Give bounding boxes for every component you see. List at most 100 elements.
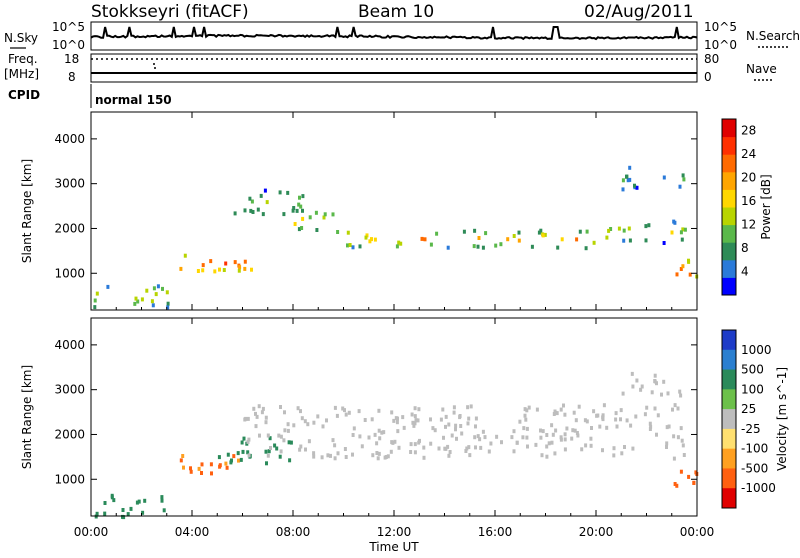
power-cell bbox=[250, 199, 254, 204]
power-cell bbox=[373, 237, 377, 242]
nsky-label: N.Sky bbox=[4, 31, 38, 45]
velocity-cell bbox=[390, 440, 394, 445]
velocity-cell bbox=[675, 483, 679, 488]
velocity-cell bbox=[601, 448, 604, 453]
power-cell bbox=[179, 266, 183, 271]
power-cell bbox=[298, 195, 301, 200]
power-cell bbox=[243, 266, 247, 271]
velocity-cell bbox=[344, 412, 348, 417]
power-cell bbox=[222, 268, 226, 272]
velocity-cell bbox=[288, 458, 292, 463]
power-cell bbox=[662, 175, 666, 180]
velocity-cell bbox=[589, 443, 593, 448]
velocity-cell bbox=[341, 406, 345, 411]
velocity-cell bbox=[110, 493, 114, 498]
velocity-cell bbox=[468, 453, 472, 458]
y-tick-label: 1000 bbox=[54, 266, 85, 280]
nsky-trace bbox=[90, 26, 698, 41]
velocity-cell bbox=[648, 421, 652, 426]
velocity-cell bbox=[237, 458, 240, 463]
power-cell bbox=[201, 263, 205, 268]
velocity-cell bbox=[286, 422, 290, 427]
velocity-cell bbox=[575, 431, 579, 435]
velocity-panel-frame bbox=[90, 317, 698, 517]
beam-title: Beam 10 bbox=[358, 2, 434, 22]
power-colorbar-swatch bbox=[722, 224, 736, 243]
velocity-cell bbox=[614, 411, 618, 416]
velocity-cell bbox=[551, 432, 555, 437]
velocity-cell bbox=[512, 429, 516, 434]
power-colorbar-swatch bbox=[722, 189, 736, 208]
power-cell bbox=[605, 235, 609, 240]
freq-tick-top: 18 bbox=[64, 52, 79, 66]
velocity-cell bbox=[474, 424, 477, 429]
velocity-cell bbox=[518, 419, 522, 424]
velocity-cell bbox=[655, 381, 658, 386]
velocity-cell bbox=[269, 446, 272, 450]
velocity-cell bbox=[666, 391, 670, 396]
velocity-cell bbox=[527, 405, 531, 410]
velocity-cell bbox=[373, 432, 377, 437]
velocity-cell bbox=[307, 439, 311, 444]
velocity-cell bbox=[240, 440, 244, 445]
velocity-cell bbox=[333, 456, 337, 461]
power-cell bbox=[224, 261, 228, 266]
power-cell bbox=[647, 223, 651, 228]
velocity-cell bbox=[242, 436, 246, 441]
power-cell bbox=[238, 265, 242, 270]
power-cell bbox=[166, 305, 170, 310]
velocity-cell bbox=[200, 462, 204, 467]
power-cell bbox=[678, 184, 682, 189]
velocity-cell bbox=[559, 437, 563, 442]
velocity-cell bbox=[474, 416, 478, 421]
power-cell bbox=[575, 237, 579, 242]
velocity-cell bbox=[300, 416, 304, 421]
velocity-cell bbox=[576, 433, 580, 438]
power-cell bbox=[299, 204, 303, 209]
power-cell bbox=[365, 233, 369, 238]
velocity-cell bbox=[371, 453, 375, 458]
velocity-cell bbox=[554, 428, 558, 433]
velocity-cell bbox=[303, 419, 307, 424]
velocity-cell bbox=[189, 466, 192, 471]
power-cell bbox=[628, 165, 632, 170]
velocity-colorbar-tick: 25 bbox=[741, 402, 756, 416]
velocity-cell bbox=[393, 439, 397, 444]
power-colorbar-swatch bbox=[722, 119, 736, 138]
power-cell bbox=[156, 284, 160, 289]
power-cell bbox=[251, 210, 255, 214]
velocity-cell bbox=[433, 428, 437, 433]
velocity-cell bbox=[444, 424, 447, 429]
velocity-cell bbox=[450, 433, 454, 438]
power-colorbar-swatch bbox=[722, 154, 736, 173]
power-cell bbox=[322, 215, 326, 220]
velocity-cell bbox=[333, 405, 337, 410]
power-cell bbox=[261, 212, 265, 217]
velocity-cell bbox=[559, 407, 563, 412]
velocity-cell bbox=[210, 471, 213, 476]
velocity-cell bbox=[665, 441, 669, 446]
velocity-cell bbox=[143, 498, 147, 503]
velocity-cell bbox=[676, 406, 680, 411]
nsearch-tick-bottom: 10^0 bbox=[704, 38, 737, 52]
velocity-cell bbox=[217, 455, 221, 460]
velocity-cell bbox=[343, 447, 347, 451]
power-cell bbox=[633, 183, 636, 188]
velocity-cell bbox=[360, 444, 364, 449]
velocity-cell bbox=[377, 408, 381, 413]
velocity-cell bbox=[553, 409, 557, 414]
power-cell bbox=[297, 227, 301, 232]
velocity-cell bbox=[535, 407, 539, 412]
velocity-cell bbox=[336, 451, 340, 456]
velocity-cell bbox=[410, 412, 414, 417]
velocity-colorbar-swatch bbox=[722, 428, 736, 450]
velocity-cell bbox=[279, 434, 283, 439]
velocity-cell bbox=[160, 495, 164, 500]
velocity-cell bbox=[452, 410, 456, 415]
velocity-cell bbox=[413, 421, 417, 426]
velocity-colorbar-tick: -1000 bbox=[741, 481, 776, 495]
velocity-cell bbox=[454, 423, 458, 428]
power-cell bbox=[259, 193, 263, 198]
power-cell bbox=[607, 228, 611, 233]
velocity-cell bbox=[268, 436, 272, 441]
